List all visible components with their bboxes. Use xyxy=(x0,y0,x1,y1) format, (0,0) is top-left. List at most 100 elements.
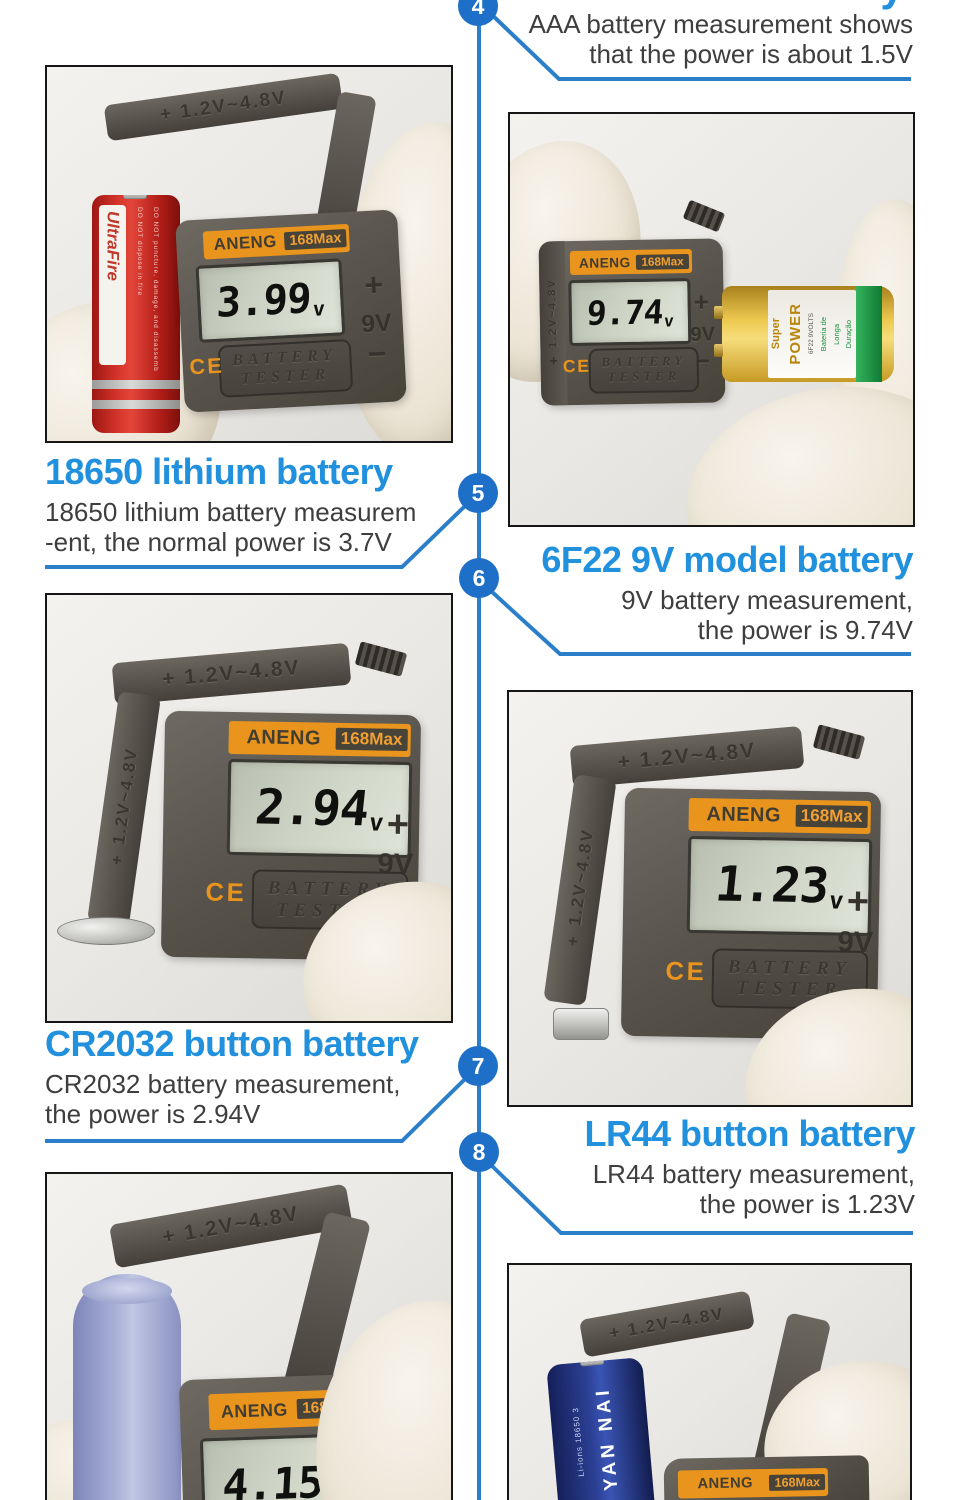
tester-body: ANENG 168Max xyxy=(663,1455,870,1500)
lcd-unit: v xyxy=(312,296,326,322)
photo-cr2032: + 1.2V~4.8V 1.2V~4.8V + ANENG 168Max 2.9… xyxy=(45,593,453,1023)
battery-yan-nai: YAN NAI Li-ions 18650 3 xyxy=(546,1357,656,1500)
step-badge-7: 7 xyxy=(458,1046,498,1086)
lcd-display: 3.99 v xyxy=(195,258,346,343)
plus-label: + xyxy=(693,286,710,317)
caption-heading: 18650 lithium battery xyxy=(45,451,393,492)
plus-label: + xyxy=(363,265,384,303)
caption-6f22-9v: 6F22 9V model battery 9V battery measure… xyxy=(483,538,913,645)
aneng-badge: ANENG 168Max xyxy=(570,248,692,276)
battery-brand-text: Super xyxy=(770,318,783,350)
battery-type-text: Li-ions 18650 3 xyxy=(571,1406,587,1477)
photo-lr44: + 1.2V~4.8V 1.2V~4.8V + ANENG 168Max 1.2… xyxy=(507,690,913,1107)
caption-heading: LR44 button battery xyxy=(584,1113,915,1154)
caption-line: -ent, the normal power is 3.7V xyxy=(45,527,392,557)
ce-mark: CE xyxy=(562,355,591,377)
battery-terminal xyxy=(579,1357,605,1367)
arm-plus-label: + xyxy=(566,932,579,951)
panel-text: TESTER xyxy=(240,365,331,388)
battery-18650-red: UltraFire DO NOT dispose in fire DO NOT … xyxy=(92,195,180,433)
arm-range-label: + 1.2V~4.8V xyxy=(158,87,289,126)
lcd-reading: 3.99 xyxy=(216,274,312,328)
slider-teeth xyxy=(812,724,866,760)
aneng-badge: ANENG 168Max xyxy=(688,797,871,835)
battery-warning-text: DO NOT dispose in fire xyxy=(136,207,143,297)
battery-brand-text: POWER xyxy=(786,303,804,365)
battery-lr44-cell xyxy=(553,1008,609,1040)
battery-desc-text: Duração xyxy=(844,319,854,349)
lcd-display: 9.74 v xyxy=(568,278,692,347)
arm-range-label: + 1.2V~4.8V xyxy=(160,1202,302,1249)
battery-band xyxy=(92,400,180,409)
lcd-reading: 2.94 xyxy=(252,779,372,837)
lcd-reading: 9.74 xyxy=(585,292,664,333)
lcd-reading: 1.23 xyxy=(712,856,832,915)
tester-arm: + 1.2V~4.8V xyxy=(103,72,344,142)
step-badge-6: 6 xyxy=(459,558,499,598)
aneng-badge: ANENG 168Max xyxy=(228,720,411,757)
arm-plus-label: + xyxy=(549,352,558,369)
battery-warning-text: DO NOT puncture, damage, and disassemble xyxy=(152,207,159,372)
battery-terminal xyxy=(123,195,147,199)
nine-v-label: 9V xyxy=(690,323,716,347)
brand-label: ANENG xyxy=(578,254,631,271)
caption-lr44: LR44 button battery LR44 battery measure… xyxy=(485,1112,915,1219)
photo-18650-lithium: UltraFire DO NOT dispose in fire DO NOT … xyxy=(45,65,453,443)
caption-heading: 6F22 9V model battery xyxy=(541,539,913,580)
photo-18650-lavender: + 1.2V~4.8V ANENG 168Max 4.15 v + 9V xyxy=(45,1172,453,1500)
caption-line: the power is 1.23V xyxy=(699,1189,915,1219)
tester-arm-edge: 1.2V~4.8V + xyxy=(538,241,568,406)
callout-line-step4 xyxy=(488,11,911,81)
brand-label: ANENG xyxy=(246,725,322,750)
lcd-unit: v xyxy=(827,885,845,915)
lcd-display: 1.23 v xyxy=(686,836,873,936)
model-label: 168Max xyxy=(769,1473,826,1491)
previous-heading-tail: y xyxy=(852,0,932,11)
callout-line-step5 xyxy=(45,505,466,569)
battery-9v-6f22: Super POWER 6F22 9VOLTS Bateria de Longa… xyxy=(714,286,894,382)
aneng-badge: ANENG 168Max xyxy=(677,1467,829,1499)
model-label: 168Max xyxy=(795,805,868,829)
battery-18650-lavender xyxy=(73,1274,181,1500)
tester-arm: 1.2V~4.8V + xyxy=(87,691,161,927)
callout-line-step6 xyxy=(489,589,911,656)
lcd-unit: v xyxy=(367,808,385,837)
caption-18650-lithium: 18650 lithium battery 18650 lithium batt… xyxy=(45,450,475,557)
battery-type-text: 6F22 9VOLTS xyxy=(808,313,816,355)
battery-desc-text: Bateria de xyxy=(818,316,828,352)
arm-range-label: + 1.2V~4.8V xyxy=(616,738,758,775)
battery-green-stripe xyxy=(856,286,882,382)
photo-yan-nai-18650: + 1.2V~4.8V YAN NAI Li-ions 18650 3 ANEN… xyxy=(507,1263,912,1500)
caption-line: 9V battery measurement, xyxy=(621,585,913,615)
photo-6f22-9v: 1.2V~4.8V + ANENG 168Max 9.74 v + 9V − B… xyxy=(508,112,915,527)
ce-mark: CE xyxy=(665,957,707,986)
battery-tester-panel: BATTERY TESTER xyxy=(588,347,700,394)
battery-brand-text: UltraFire xyxy=(103,211,123,281)
model-label: 168Max xyxy=(335,727,408,752)
step-number: 4 xyxy=(471,0,485,19)
arm-plus-label: + xyxy=(110,851,123,870)
lcd-display: 2.94 v xyxy=(226,758,413,858)
caption-line: the power is 9.74V xyxy=(697,615,913,645)
arm-range-label: 1.2V~4.8V xyxy=(109,746,142,846)
arm-range-label: + 1.2V~4.8V xyxy=(161,655,302,692)
minus-label: − xyxy=(367,335,388,373)
battery-tester-panel: BATTERY TESTER xyxy=(217,338,353,398)
caption-heading: CR2032 button battery xyxy=(45,1023,419,1064)
model-label: 168Max xyxy=(283,228,347,251)
step-number: 5 xyxy=(471,479,485,506)
caption-aaa-battery: AAA battery measurement shows that the p… xyxy=(483,6,913,69)
plus-label: + xyxy=(386,803,410,846)
battery-terminal xyxy=(714,306,723,319)
caption-line: AAA battery measurement shows xyxy=(528,9,913,39)
step-number: 8 xyxy=(472,1138,486,1165)
battery-terminal xyxy=(714,344,723,357)
battery-band xyxy=(92,380,180,389)
arm-range-label: + 1.2V~4.8V xyxy=(607,1304,726,1343)
nine-v-label: 9V xyxy=(360,309,393,339)
callout-line-step8 xyxy=(489,1163,913,1235)
tester-body: ANENG 168Max 3.99 v + 9V − BATTERY TESTE… xyxy=(175,209,407,413)
step-badge-8: 8 xyxy=(459,1132,499,1172)
